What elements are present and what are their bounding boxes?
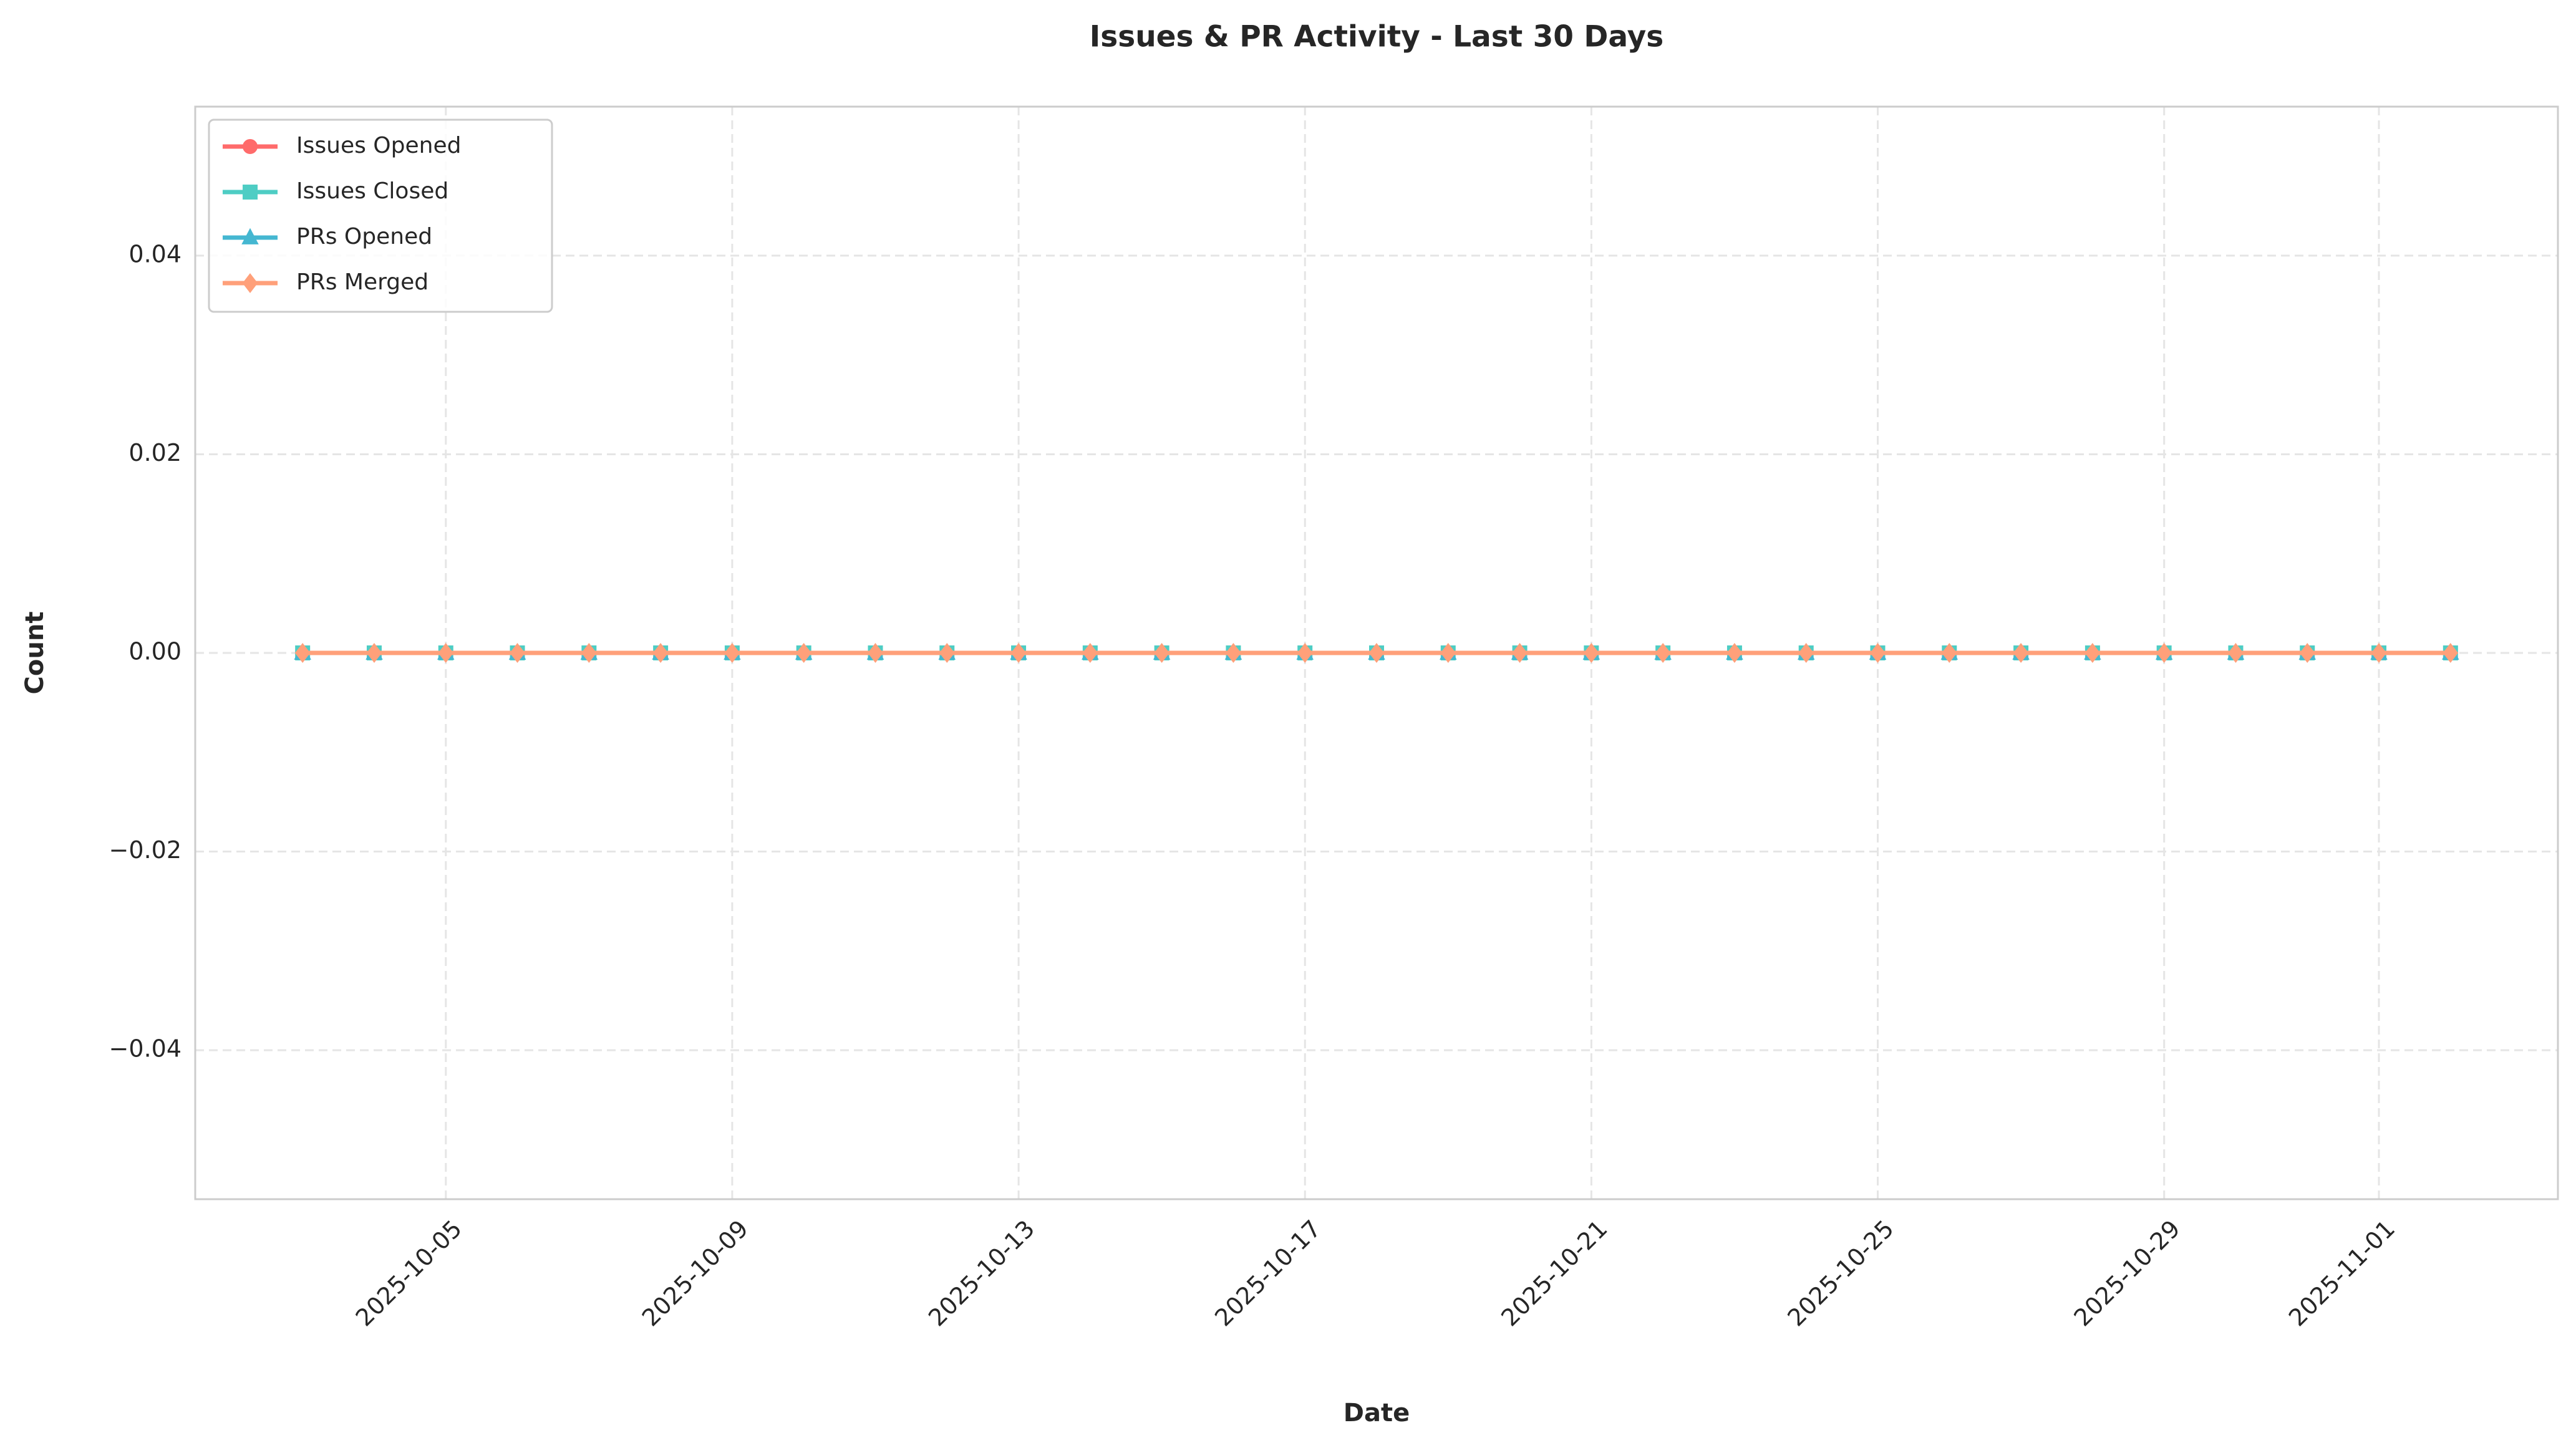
marker [581,643,597,663]
y-tick-label: −0.02 [109,836,182,864]
y-axis-label: Count [21,612,49,695]
y-tick-label: −0.04 [109,1035,182,1063]
marker [1297,643,1313,663]
marker [294,643,311,663]
marker [2013,643,2029,663]
marker [1870,643,1886,663]
marker [2156,643,2172,663]
marker [1726,643,1743,663]
marker [1010,643,1027,663]
marker [1226,643,1241,663]
marker [2228,643,2244,663]
legend-label: PRs Merged [296,269,429,295]
chart-title: Issues & PR Activity - Last 30 Days [1090,20,1664,54]
marker [2371,643,2387,663]
y-tick-label: 0.00 [128,638,182,665]
marker [868,643,883,663]
marker [939,643,955,663]
marker [1655,643,1671,663]
marker [366,643,382,663]
marker [1584,643,1599,663]
x-axis-label: Date [1344,1399,1410,1427]
marker [2085,643,2101,663]
marker [1154,643,1169,663]
marker [1082,643,1098,663]
marker [510,643,525,663]
legend-label: PRs Opened [296,224,432,249]
marker [1942,643,1957,663]
marker [796,643,811,663]
y-tick-label: 0.04 [128,240,182,268]
legend-marker [242,273,258,293]
marker [1440,643,1456,663]
marker [1512,643,1528,663]
legend-marker [243,185,258,200]
marker [1798,643,1814,663]
marker [438,643,454,663]
legend-marker [243,139,258,154]
legend-frame [208,118,553,313]
marker [724,643,740,663]
marker [652,643,669,663]
plot-frame [194,105,2559,1200]
marker [2443,643,2459,663]
legend-marker [241,228,259,244]
legend-label: Issues Closed [296,178,448,204]
legend-label: Issues Opened [296,133,461,158]
y-tick-label: 0.02 [128,439,182,466]
marker [2299,643,2315,663]
marker [1368,643,1385,663]
